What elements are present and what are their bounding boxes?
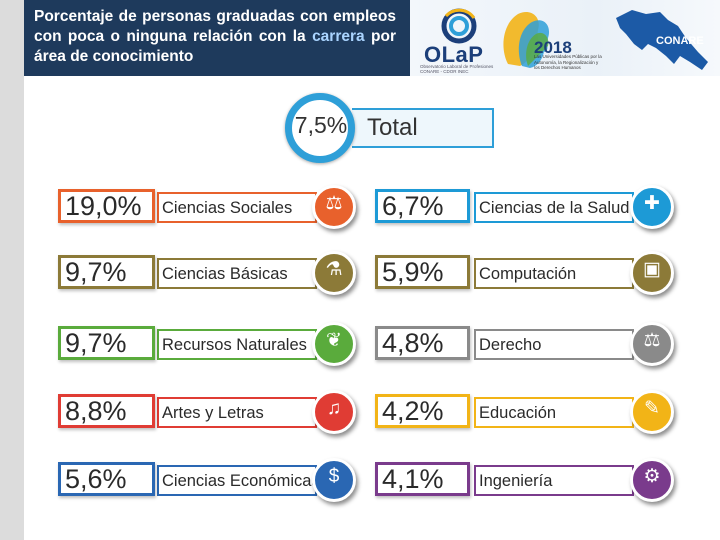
right-area-value-box [375,394,470,428]
basic-sciences-icon [312,251,356,295]
economic-sciences-icon-glyph: $ [328,466,340,487]
left-area-value: 19,0% [65,191,142,221]
left-area-value-box [58,462,155,496]
olap-name: OLaP [424,42,484,67]
total-label-box [352,108,494,148]
year-subtitle: Las Universidades Públicas por la Autono… [534,54,602,70]
right-area-label: Ingeniería [479,472,553,490]
left-area-label: Artes y Letras [162,404,264,422]
left-area-label: Ciencias Sociales [162,199,293,217]
left-area-label-box [157,465,317,496]
right-area-value-box [375,255,470,289]
olap-subtitle: Observatorio Laboral de Profesiones CONA… [420,64,494,74]
header-banner: OLaP Observatorio Laboral de Profesiones… [410,0,720,76]
left-area-value-box [58,326,155,360]
total-value: 7,5% [294,112,348,138]
left-margin-strip [0,0,24,540]
education-icon-glyph: ✎ [644,398,660,419]
profiles-logo-icon [503,11,550,68]
total-label: Total [367,114,418,141]
arts-letters-icon [312,390,356,434]
right-area-label: Educación [479,404,557,422]
right-area-value-box [375,189,470,223]
left-area-label-box [157,258,317,289]
arts-letters-icon-glyph: ♫ [326,398,342,419]
computing-icon [630,251,674,295]
left-area-label: Recursos Naturales [162,336,307,354]
law-icon [630,322,674,366]
right-area-value-box [375,462,470,496]
left-area-value: 9,7% [65,328,127,358]
natural-resources-icon-glyph: ❦ [326,330,342,351]
basic-sciences-icon-glyph: ⚗ [325,259,343,280]
health-sciences-icon-glyph: ✚ [644,193,660,214]
right-area-label-box [474,192,634,223]
right-area-value: 4,1% [382,464,444,494]
education-icon [630,390,674,434]
social-sciences-icon-glyph: ⚖ [325,193,343,214]
left-area-label: Ciencias Económicas [162,472,320,490]
left-area-label: Ciencias Básicas [162,265,288,283]
olap-logo-icon [441,8,477,44]
computing-icon-glyph: ▣ [643,259,661,280]
right-area-value: 5,9% [382,257,444,287]
left-area-value-box [58,255,155,289]
right-area-label-box [474,258,634,289]
social-sciences-icon [312,185,356,229]
law-icon-glyph: ⚖ [643,330,661,351]
header-title-panel [24,0,410,76]
health-sciences-icon [630,185,674,229]
total-circle [285,93,355,163]
right-area-value: 4,2% [382,396,444,426]
right-area-label: Derecho [479,336,542,354]
right-area-value: 4,8% [382,328,444,358]
right-area-label: Ciencias de la Salud [479,199,630,217]
right-area-label-box [474,329,634,360]
left-area-value: 5,6% [65,464,127,494]
engineering-icon [630,458,674,502]
right-area-value: 6,7% [382,191,444,221]
year-label: 2018 [534,38,572,57]
left-area-label-box [157,329,317,360]
left-area-value: 9,7% [65,257,127,287]
left-area-value-box [58,394,155,428]
left-area-value: 8,8% [65,396,127,426]
economic-sciences-icon [312,458,356,502]
right-area-value-box [375,326,470,360]
engineering-icon-glyph: ⚙ [643,466,661,487]
right-area-label: Computación [479,265,577,283]
right-area-label-box [474,465,634,496]
conare-label: CONARE [656,35,704,47]
left-area-value-box [58,189,155,223]
costa-rica-map-icon: CONARE [616,10,708,70]
slide-title: Porcentaje de personas graduadas con emp… [34,8,396,65]
left-area-label-box [157,192,317,223]
natural-resources-icon [312,322,356,366]
